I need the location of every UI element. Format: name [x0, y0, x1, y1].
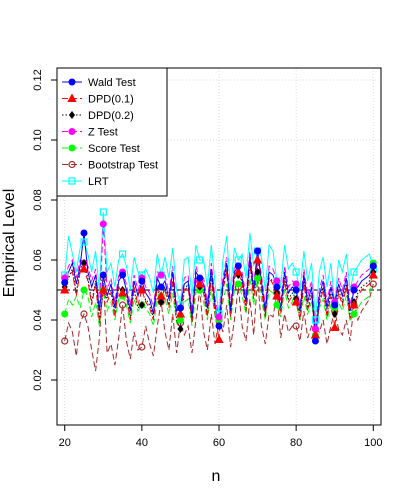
- data-point: [215, 313, 223, 321]
- data-point: [138, 300, 145, 310]
- data-point: [273, 301, 281, 309]
- data-point: [311, 316, 320, 324]
- data-point: [215, 322, 223, 330]
- data-point: [99, 271, 107, 279]
- data-point: [291, 296, 301, 306]
- series-markers: [60, 208, 378, 351]
- data-point: [196, 256, 204, 264]
- data-point: [138, 343, 146, 351]
- data-point: [157, 271, 165, 279]
- data-point: [214, 334, 224, 343]
- data-point: [79, 263, 89, 273]
- data-point: [156, 290, 166, 300]
- legend-marker: [67, 93, 77, 102]
- data-point: [60, 284, 70, 294]
- y-axis-title: Empirical Level: [1, 189, 18, 297]
- y-tick-label: 0.04: [32, 309, 44, 330]
- data-point: [369, 262, 377, 270]
- legend-marker: [68, 177, 76, 185]
- legend-label: Z Test: [88, 127, 118, 139]
- legend-label: Score Test: [88, 143, 140, 155]
- data-point: [80, 310, 88, 318]
- data-point: [273, 277, 281, 285]
- data-point: [311, 337, 319, 345]
- data-point: [80, 286, 88, 294]
- data-point: [158, 297, 165, 307]
- data-point: [137, 284, 147, 294]
- data-point: [119, 271, 127, 279]
- data-point: [61, 310, 69, 318]
- data-point: [368, 269, 378, 279]
- data-point: [118, 301, 127, 309]
- data-point: [252, 254, 263, 264]
- data-point: [234, 280, 242, 288]
- series-line: [64, 261, 374, 337]
- x-axis: 20 40 60 80 100: [59, 425, 382, 449]
- data-point: [233, 266, 243, 276]
- data-point: [117, 287, 128, 297]
- legend-marker: [68, 110, 76, 120]
- data-point: [330, 322, 340, 331]
- data-point: [138, 277, 146, 285]
- data-point: [196, 274, 204, 282]
- data-point: [350, 268, 358, 276]
- data-point: [118, 250, 127, 258]
- legend-label: DPD(0.1): [88, 94, 134, 106]
- legend-marker: [68, 144, 76, 152]
- data-point: [254, 267, 261, 277]
- data-point: [99, 208, 107, 216]
- x-tick-label: 60: [213, 437, 225, 449]
- data-point: [292, 280, 300, 288]
- legend-label: DPD(0.2): [88, 110, 134, 122]
- data-point: [177, 324, 184, 334]
- data-point: [272, 290, 282, 300]
- data-point: [292, 268, 300, 276]
- legend-marker: [68, 78, 76, 86]
- data-point: [234, 262, 242, 270]
- data-point: [273, 283, 281, 291]
- y-tick-label: 0.08: [32, 189, 44, 210]
- data-point: [176, 304, 184, 312]
- y-tick-label: 0.06: [32, 249, 44, 270]
- data-point: [157, 283, 165, 291]
- legend-marker: [68, 128, 76, 135]
- data-point: [195, 278, 205, 288]
- data-point: [369, 280, 377, 288]
- data-point: [292, 322, 300, 330]
- x-tick-label: 20: [59, 437, 71, 449]
- x-tick-label: 40: [136, 437, 148, 449]
- grid: [57, 68, 381, 425]
- x-tick-label: 100: [364, 437, 382, 449]
- data-point: [80, 238, 88, 246]
- x-axis-title: n: [212, 468, 221, 485]
- x-tick-label: 80: [290, 437, 302, 449]
- data-point: [176, 316, 184, 324]
- data-point: [254, 247, 262, 255]
- legend-label: Bootstrap Test: [88, 160, 158, 172]
- y-axis: 0.02 0.04 0.06 0.08 0.10 0.12: [32, 69, 57, 391]
- legend-marker: [68, 160, 76, 169]
- data-point: [349, 299, 359, 309]
- data-point: [331, 301, 339, 309]
- y-tick-label: 0.02: [32, 369, 44, 390]
- data-point: [61, 337, 69, 345]
- legend-label: LRT: [88, 176, 109, 188]
- data-point: [80, 229, 88, 237]
- y-tick-label: 0.12: [32, 69, 44, 90]
- data-point: [98, 284, 108, 294]
- data-point: [350, 286, 358, 294]
- data-point: [61, 279, 69, 286]
- data-point: [331, 309, 338, 319]
- data-point: [350, 310, 358, 318]
- legend: Wald Test DPD(0.1) DPD(0.2) Z Test Score Tes…: [56, 67, 168, 197]
- data-point: [292, 286, 300, 294]
- legend-label: Wald Test: [88, 77, 136, 89]
- data-point: [99, 220, 107, 228]
- y-tick-label: 0.10: [32, 129, 44, 150]
- data-point: [175, 308, 186, 318]
